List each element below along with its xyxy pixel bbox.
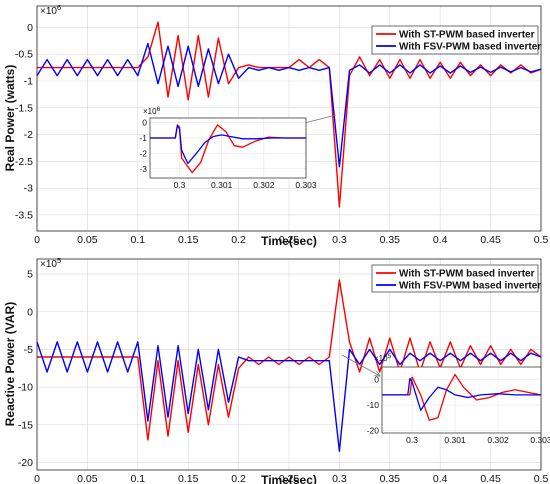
y-tick-label: -0.5 — [15, 49, 33, 61]
x-tick-label: 0.4 — [433, 473, 448, 484]
real-power-panel: 0 0.05 0.1 0.15 0.2 0.25 0.3 0.35 0.4 0.45 0.5 0 -0.… — [3, 3, 548, 248]
inset-st-pwm-series-line — [382, 373, 542, 421]
fsv-pwm-series-line — [36, 42, 542, 168]
x-tick-label: 0.25 — [279, 234, 300, 246]
inset-x-tick-label: 0.303 — [295, 180, 317, 190]
legend-entry: With FSV-PWM based inverter — [399, 42, 541, 53]
y-multiplier: ×106 — [40, 3, 61, 17]
y-tick-label: 5 — [27, 269, 33, 281]
y-multiplier: ×105 — [40, 256, 61, 270]
x-tick-label: 0.2 — [231, 473, 246, 484]
inset-x-tick-label: 0.302 — [253, 180, 275, 190]
inset-y-tick-label: -10 — [367, 400, 380, 410]
inset-x-tick-label: 0.301 — [211, 180, 233, 190]
x-tick-label: 0.45 — [480, 234, 501, 246]
y-tick-label: -1 — [24, 76, 33, 88]
y-tick-label: -20 — [18, 457, 33, 469]
y-tick-label: 0 — [27, 306, 33, 318]
zoom-arrow — [341, 354, 381, 377]
x-tick-label: 0.1 — [130, 234, 145, 246]
x-tick-label: 0.2 — [231, 234, 246, 246]
y-tick-label: -3 — [24, 183, 33, 195]
zoom-inset: 0.3 0.301 0.302 0.303 0 -10 -20 ×105 — [367, 353, 550, 445]
x-tick-label: 0.5 — [534, 234, 549, 246]
inset-fsv-pwm-series-line — [382, 377, 541, 411]
fsv-pwm-series-line — [36, 341, 542, 452]
inset-fsv-pwm-series-line — [150, 125, 306, 165]
x-tick-label: 0.25 — [279, 473, 300, 484]
inset-frame — [381, 366, 542, 434]
inset-y-multiplier-exponent: 6 — [157, 106, 161, 113]
inset-y-multiplier-exponent: 5 — [388, 353, 392, 360]
y-axis-label: Reactive Power (VAR) — [3, 302, 17, 426]
zoom-inset: 0.3 0.301 0.302 0.303 0 -1 -2 -3 ×106 — [139, 106, 316, 190]
x-axis-label: Time(sec) — [261, 234, 317, 248]
x-tick-label: 0.1 — [130, 473, 145, 484]
y-tick-label: -3.5 — [15, 209, 33, 221]
y-tick-label: -15 — [18, 419, 33, 431]
inset-y-tick-label: -1 — [139, 133, 147, 143]
zoom-arrow-head — [373, 370, 381, 377]
x-tick-label: 0.35 — [380, 234, 401, 246]
y-multiplier-exponent: 5 — [57, 256, 61, 265]
legend-entry: With ST-PWM based inverter — [399, 30, 535, 41]
inset-plot-area — [150, 118, 306, 178]
inset-y-tick-label: -3 — [139, 164, 147, 174]
x-tick-label: 0 — [34, 473, 40, 484]
inset-y-tick-label: 0 — [374, 375, 379, 385]
reactive-power-panel: 0 0.05 0.1 0.15 0.2 0.25 0.3 0.35 0.4 0.45 0.550-5… — [3, 256, 550, 484]
inset-x-tick-label: 0.3 — [174, 180, 186, 190]
inset-plot-area — [382, 367, 541, 433]
inset-y-tick-label: -2 — [139, 148, 147, 158]
x-tick-label: 0.5 — [534, 473, 549, 484]
y-tick-label: 0 — [27, 22, 33, 34]
y-tick-label: -10 — [18, 382, 33, 394]
x-tick-label: 0.3 — [332, 234, 347, 246]
inset-x-tick-label: 0.303 — [530, 435, 550, 445]
x-tick-label: 0 — [34, 234, 40, 246]
inset-y-tick-label: -20 — [367, 425, 380, 435]
x-tick-label: 0.15 — [178, 234, 199, 246]
st-pwm-series-line — [37, 279, 542, 441]
x-tick-label: 0.15 — [178, 473, 199, 484]
x-tick-label: 0.45 — [480, 473, 501, 484]
inset-x-tick-label: 0.301 — [444, 435, 466, 445]
y-tick-label: -1.5 — [15, 102, 33, 114]
x-tick-label: 0.05 — [77, 473, 98, 484]
x-tick-label: 0.3 — [332, 473, 347, 484]
inset-y-multiplier: ×105 — [374, 353, 392, 363]
axes-frame — [36, 258, 542, 471]
y-axis-label: Real Power (watts) — [3, 65, 17, 172]
legend-entry: With FSV-PWM based inverter — [399, 281, 541, 292]
legend-entry: With ST-PWM based inverter — [399, 269, 535, 280]
x-tick-label: 0.05 — [77, 234, 98, 246]
legend-box — [371, 25, 539, 55]
x-tick-label: 0.35 — [380, 473, 401, 484]
y-multiplier-exponent: 6 — [57, 3, 61, 12]
inset-y-tick-label: 0 — [142, 118, 147, 128]
legend-box — [371, 264, 539, 293]
y-tick-label: -2 — [24, 129, 33, 141]
inset-frame — [149, 117, 307, 179]
inset-x-tick-label: 0.302 — [487, 435, 509, 445]
inset-y-multiplier: ×106 — [143, 106, 161, 116]
x-tick-label: 0.4 — [433, 234, 448, 246]
inset-x-tick-label: 0.3 — [406, 435, 418, 445]
y-tick-label: -2.5 — [15, 156, 33, 168]
x-axis-label: Time(sec) — [261, 473, 317, 484]
y-tick-label: -5 — [24, 344, 33, 356]
axes-frame — [36, 5, 542, 232]
